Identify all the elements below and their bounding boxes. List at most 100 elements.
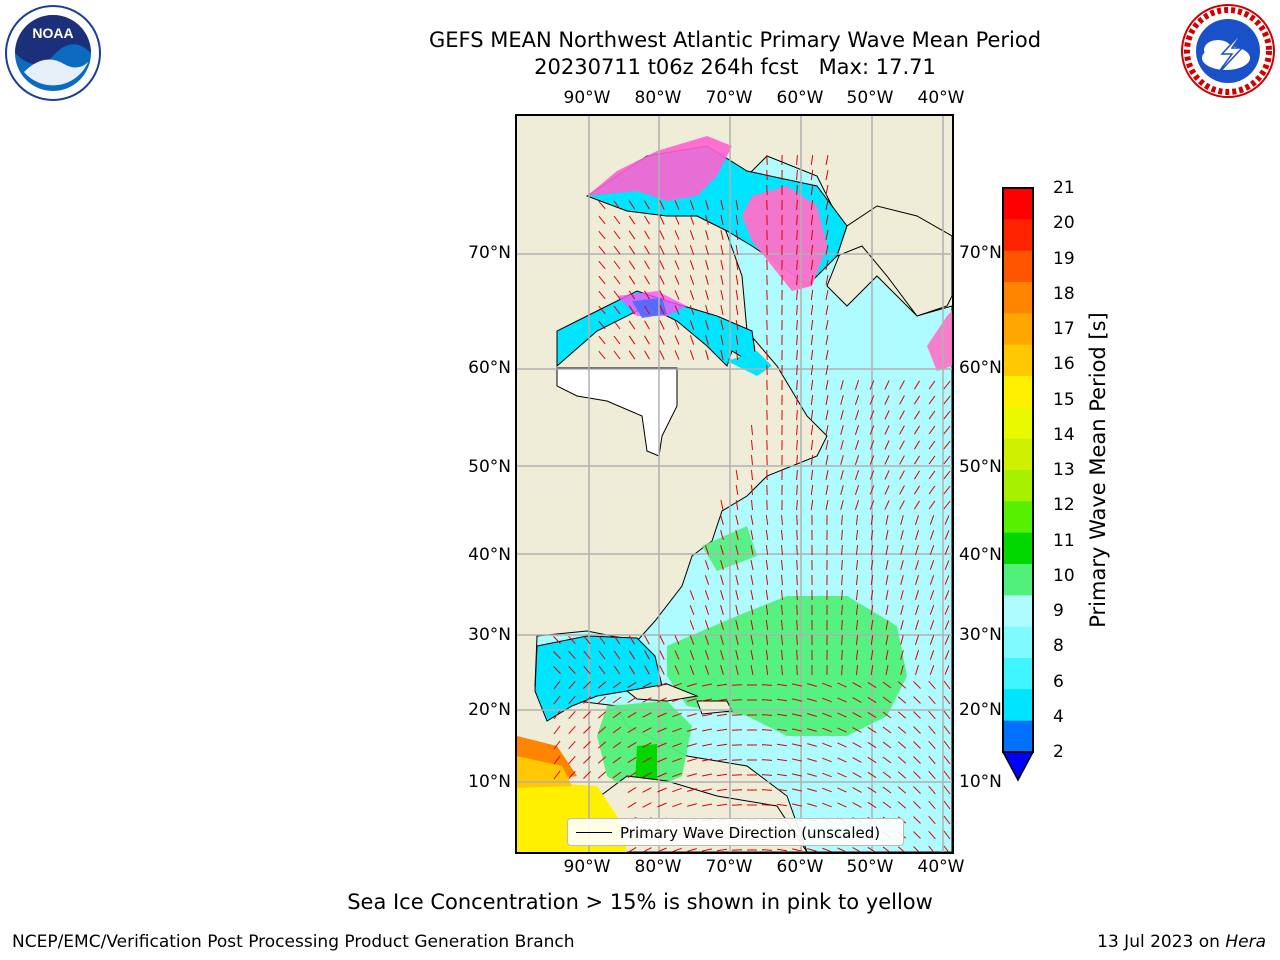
wave-arrow — [825, 500, 829, 510]
wave-arrow — [687, 683, 697, 687]
wave-arrow — [822, 712, 832, 718]
wave-arrow — [735, 649, 739, 661]
wave-arrow — [597, 756, 607, 764]
wave-arrow — [628, 200, 636, 210]
wave-arrow — [869, 395, 875, 405]
wave-arrow — [583, 650, 591, 660]
wave-arrow — [807, 848, 817, 852]
wave-arrow — [822, 757, 832, 763]
wave-arrow — [553, 770, 561, 780]
colorbar-tick: 4 — [1053, 706, 1064, 727]
wave-arrow — [657, 697, 667, 703]
wave-arrow — [825, 320, 829, 330]
wave-arrow — [822, 697, 832, 703]
wave-arrow — [687, 728, 697, 732]
wave-arrow — [929, 530, 935, 540]
wave-arrow — [735, 245, 739, 255]
wave-arrow — [644, 215, 650, 225]
lat-tick-right: 10°N — [959, 772, 1002, 792]
wave-arrow — [897, 771, 907, 779]
wave-arrow — [781, 574, 783, 586]
wave-arrow — [943, 425, 951, 435]
wave-arrow — [568, 650, 576, 660]
wave-arrow — [735, 320, 739, 330]
wave-period-10-11-caribbean — [635, 744, 657, 784]
wave-arrow — [659, 200, 665, 210]
wave-arrow — [657, 727, 667, 733]
wave-arrow — [705, 200, 709, 210]
wave-arrow — [867, 801, 877, 809]
wave-arrow — [761, 699, 773, 701]
wave-arrow — [899, 410, 905, 420]
wave-arrow — [704, 665, 710, 675]
wave-arrow — [672, 787, 682, 793]
lat-tick-right: 70°N — [959, 243, 1002, 263]
wave-arrow — [720, 319, 724, 331]
wave-arrow — [900, 605, 904, 615]
wave-arrow — [825, 425, 829, 435]
wave-arrow — [659, 290, 665, 300]
wave-arrow — [583, 726, 591, 734]
wave-arrow — [674, 200, 680, 210]
wave-arrow — [841, 514, 843, 526]
wave-arrow — [644, 665, 650, 675]
lon-tick-top: 70°W — [705, 88, 753, 108]
wave-arrow — [855, 589, 859, 601]
wave-arrow — [659, 305, 665, 315]
wave-arrow — [869, 410, 875, 420]
wave-arrow — [731, 804, 743, 806]
wave-arrow — [553, 740, 561, 750]
wave-arrow — [791, 848, 803, 852]
wave-arrow — [765, 650, 769, 660]
wave-arrow — [613, 200, 621, 210]
wave-arrow — [928, 830, 936, 840]
wave-arrow — [928, 740, 936, 750]
wave-arrow — [900, 620, 904, 630]
wave-arrow — [598, 290, 606, 300]
wave-arrow — [943, 470, 951, 480]
wave-arrow — [689, 650, 695, 660]
wave-arrow — [781, 529, 783, 541]
wave-arrow — [704, 605, 710, 615]
wave-arrow — [825, 170, 829, 180]
wave-arrow — [885, 515, 889, 525]
wave-arrow — [644, 230, 650, 240]
wave-arrow — [720, 515, 724, 525]
wave-arrow — [822, 727, 832, 733]
wave-arrow — [884, 455, 890, 465]
wave-arrow — [613, 215, 621, 225]
wave-arrow — [731, 714, 743, 716]
wave-arrow — [781, 604, 783, 616]
wave-arrow — [689, 275, 695, 285]
lon-tick-top: 90°W — [563, 88, 611, 108]
wave-arrow — [642, 727, 652, 733]
wave-arrow — [627, 801, 637, 809]
wave-arrow — [720, 650, 724, 660]
chart-title: GEFS MEAN Northwest Atlantic Primary Wav… — [428, 28, 1042, 52]
colorbar-band — [1003, 313, 1033, 346]
wave-arrow — [869, 500, 875, 510]
wave-arrow — [751, 499, 753, 511]
wave-arrow — [855, 649, 859, 661]
wave-arrow — [689, 305, 695, 315]
wave-arrow — [674, 635, 680, 645]
wave-arrow — [810, 244, 814, 256]
wave-arrow — [761, 774, 773, 776]
wave-arrow — [796, 259, 798, 271]
lon-tick-bottom: 80°W — [634, 857, 682, 877]
wave-arrow — [705, 260, 709, 270]
wave-arrow — [761, 759, 773, 761]
wave-arrow — [597, 681, 607, 689]
wave-arrow — [687, 713, 697, 717]
wave-arrow — [810, 184, 814, 196]
wave-arrow — [807, 788, 817, 792]
wave-arrow — [716, 713, 728, 717]
wave-arrow — [915, 635, 919, 645]
wave-arrow — [929, 560, 935, 570]
wave-arrow — [900, 545, 904, 555]
wave-arrow — [899, 500, 905, 510]
wave-arrow — [628, 305, 636, 315]
wave-arrow — [687, 788, 697, 792]
wave-arrow — [810, 364, 814, 376]
colorbar-band — [1003, 689, 1033, 722]
